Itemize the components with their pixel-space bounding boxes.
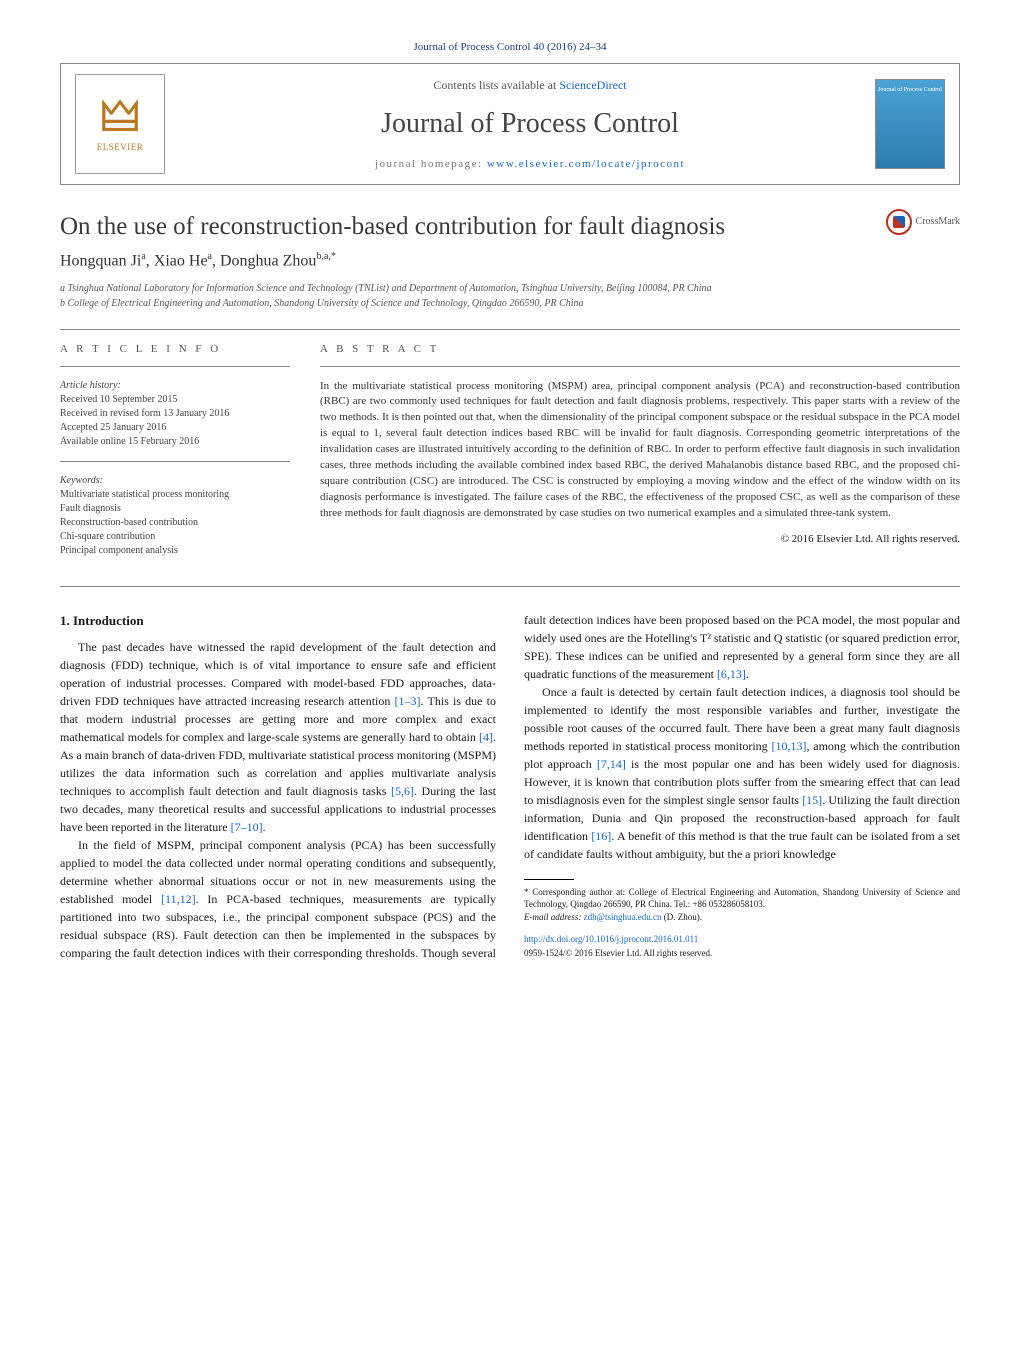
elsevier-logo: 🜲 ELSEVIER [75, 74, 165, 174]
article-info-col: A R T I C L E I N F O Article history: R… [60, 342, 290, 569]
divider-top [60, 329, 960, 330]
history-accepted: Accepted 25 January 2016 [60, 421, 290, 435]
affiliations: a Tsinghua National Laboratory for Infor… [60, 281, 960, 311]
ref-7-14[interactable]: [7,14] [597, 757, 626, 771]
ref-15[interactable]: [15] [802, 793, 822, 807]
footnote-separator [524, 879, 574, 880]
homepage-line: journal homepage: www.elsevier.com/locat… [185, 157, 875, 172]
doi-link[interactable]: http://dx.doi.org/10.1016/j.jprocont.201… [524, 934, 698, 944]
elsevier-logo-text: ELSEVIER [97, 141, 144, 154]
keyword: Fault diagnosis [60, 502, 290, 516]
keywords-label: Keywords: [60, 474, 290, 488]
journal-name: Journal of Process Control [185, 104, 875, 143]
homepage-link[interactable]: www.elsevier.com/locate/jprocont [487, 158, 685, 170]
sciencedirect-link[interactable]: ScienceDirect [559, 78, 626, 92]
keywords-block: Keywords: Multivariate statistical proce… [60, 474, 290, 558]
doi-block: http://dx.doi.org/10.1016/j.jprocont.201… [524, 933, 960, 960]
keyword: Principal component analysis [60, 544, 290, 558]
corresponding-author-note: * Corresponding author at: College of El… [524, 886, 960, 911]
affiliation-a: a Tsinghua National Laboratory for Infor… [60, 281, 960, 296]
elsevier-tree-icon: 🜲 [100, 95, 140, 139]
email-line: E-mail address: zdh@tsinghua.edu.cn (D. … [524, 911, 960, 924]
ref-16[interactable]: [16] [591, 829, 611, 843]
divider-keywords [60, 461, 290, 462]
article-title: On the use of reconstruction-based contr… [60, 209, 886, 244]
affiliation-b: b College of Electrical Engineering and … [60, 296, 960, 311]
abstract-heading: A B S T R A C T [320, 342, 960, 357]
section-1-heading: 1. Introduction [60, 611, 496, 631]
article-history: Article history: Received 10 September 2… [60, 379, 290, 449]
contents-prefix: Contents lists available at [433, 78, 559, 92]
header-center: Contents lists available at ScienceDirec… [185, 77, 875, 172]
history-label: Article history: [60, 379, 290, 393]
divider-abstract [320, 366, 960, 367]
body-p1: The past decades have witnessed the rapi… [60, 638, 496, 836]
authors: Hongquan Jia, Xiao Hea, Donghua Zhoub,a,… [60, 250, 960, 273]
email-suffix: (D. Zhou). [661, 912, 702, 922]
keyword: Chi-square contribution [60, 530, 290, 544]
crossmark-icon [886, 209, 912, 235]
ref-11-12[interactable]: [11,12] [161, 892, 196, 906]
body-columns: 1. Introduction The past decades have wi… [60, 611, 960, 963]
email-label: E-mail address: [524, 912, 584, 922]
crossmark-badge[interactable]: CrossMark [886, 209, 960, 235]
divider-bottom [60, 586, 960, 587]
ref-6-13[interactable]: [6,13] [717, 667, 746, 681]
ref-10-13[interactable]: [10,13] [771, 739, 806, 753]
body-p3: Once a fault is detected by certain faul… [524, 683, 960, 863]
divider-info [60, 366, 290, 367]
email-link[interactable]: zdh@tsinghua.edu.cn [584, 912, 662, 922]
history-online: Available online 15 February 2016 [60, 435, 290, 449]
crossmark-label: CrossMark [916, 215, 960, 229]
ref-4[interactable]: [4] [479, 730, 493, 744]
abstract-text: In the multivariate statistical process … [320, 379, 960, 522]
issn-copyright: 0959-1524/© 2016 Elsevier Ltd. All right… [524, 947, 960, 961]
journal-header-box: 🜲 ELSEVIER Contents lists available at S… [60, 63, 960, 185]
contents-available-line: Contents lists available at ScienceDirec… [185, 77, 875, 94]
ref-5-6[interactable]: [5,6] [391, 784, 414, 798]
info-abstract-row: A R T I C L E I N F O Article history: R… [60, 342, 960, 569]
citation-header: Journal of Process Control 40 (2016) 24–… [60, 40, 960, 55]
keyword: Reconstruction-based contribution [60, 516, 290, 530]
ref-7-10[interactable]: [7–10] [231, 820, 263, 834]
cover-thumb-label: Journal of Process Control [878, 86, 942, 94]
homepage-prefix: journal homepage: [375, 158, 487, 170]
history-received: Received 10 September 2015 [60, 393, 290, 407]
keyword: Multivariate statistical process monitor… [60, 488, 290, 502]
article-info-heading: A R T I C L E I N F O [60, 342, 290, 357]
ref-1-3[interactable]: [1–3] [395, 694, 421, 708]
title-row: On the use of reconstruction-based contr… [60, 209, 960, 244]
abstract-copyright: © 2016 Elsevier Ltd. All rights reserved… [320, 532, 960, 547]
history-revised: Received in revised form 13 January 2016 [60, 407, 290, 421]
footnotes: * Corresponding author at: College of El… [524, 886, 960, 924]
abstract-col: A B S T R A C T In the multivariate stat… [320, 342, 960, 569]
journal-cover-thumb: Journal of Process Control [875, 79, 945, 169]
